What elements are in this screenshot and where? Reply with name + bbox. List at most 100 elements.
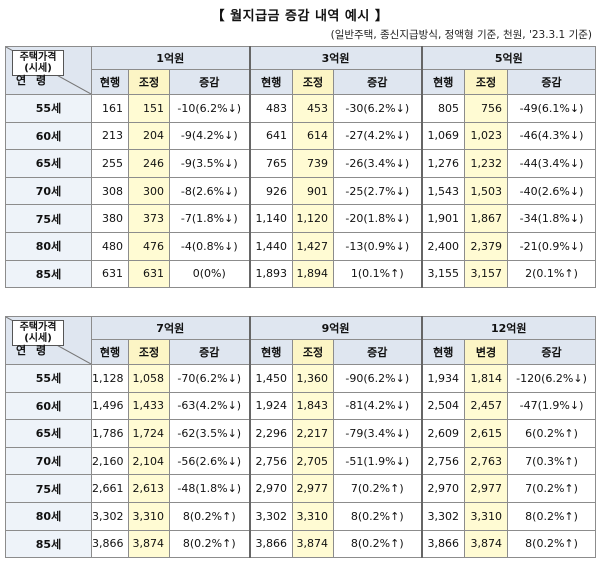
table-row: 60세 1,496 1,433 -63(4.2%↓) 1,924 1,843 -81(4.2… (5, 391, 597, 421)
table-row: 65세 255 246 -9(3.5%↓) 765 739 -26(3.4%↓) 1,276 1… (5, 149, 597, 178)
current-value-cell: 483 (248, 94, 294, 123)
column-header: 증감 (507, 69, 597, 95)
change-cell: -48(1.8%↓) (168, 474, 251, 503)
current-value-cell: 2,970 (248, 474, 294, 503)
table-row: 65세 1,786 1,724 -62(3.5%↓) 2,296 2,217 -79(3.4… (5, 419, 597, 448)
payment-table-1: 주택가격 (시세) 연 령 1억원 3억원 5억원 현행 조정 증감 현행 조정 증감 현행 조정 증감 55… (5, 46, 597, 289)
change-cell: -9(4.2%↓) (168, 121, 251, 151)
price-label-box: 주택가격 (시세) (12, 50, 64, 76)
adjusted-value-cell: 1,120 (292, 204, 335, 233)
adjusted-value-cell: 2,763 (464, 446, 509, 476)
adjusted-value-cell: 2,977 (464, 474, 509, 503)
age-cell: 85세 (5, 259, 92, 289)
change-cell: -30(6.2%↓) (333, 94, 423, 123)
change-cell: 2(0.1%↑) (507, 259, 597, 289)
current-value-cell: 2,400 (420, 231, 466, 261)
change-cell: -34(1.8%↓) (507, 204, 597, 233)
current-value-cell: 1,934 (420, 364, 466, 393)
adjusted-value-cell: 2,104 (128, 446, 170, 476)
change-cell: 7(0.2%↑) (333, 474, 423, 503)
price-label-box: 주택가격 (시세) (12, 320, 64, 346)
current-value-cell: 380 (91, 204, 129, 233)
current-value-cell: 2,756 (248, 446, 294, 476)
current-value-cell: 1,901 (420, 204, 466, 233)
adjusted-value-cell: 1,894 (292, 259, 335, 289)
group-header: 5억원 (420, 46, 597, 70)
price-label: 주택가격 (19, 322, 57, 333)
current-value-cell: 3,302 (91, 501, 129, 531)
age-cell: 80세 (5, 231, 92, 261)
adjusted-value-cell: 901 (292, 176, 335, 206)
column-header: 조정 (128, 69, 170, 95)
age-cell: 75세 (5, 474, 92, 503)
table-row: 85세 3,866 3,874 8(0.2%↑) 3,866 3,874 8(0.2%↑) 3… (5, 529, 597, 559)
adjusted-value-cell: 3,874 (128, 529, 170, 559)
adjusted-value-cell: 614 (292, 121, 335, 151)
change-cell: -46(4.3%↓) (507, 121, 597, 151)
adjusted-value-cell: 1,814 (464, 364, 509, 393)
current-value-cell: 1,128 (91, 364, 129, 393)
change-cell: -51(1.9%↓) (333, 446, 423, 476)
current-value-cell: 1,440 (248, 231, 294, 261)
adjusted-value-cell: 3,157 (464, 259, 509, 289)
price-label: 주택가격 (19, 52, 57, 63)
table-row: 80세 480 476 -4(0.8%↓) 1,440 1,427 -13(0.9%↓) 2,… (5, 231, 597, 261)
change-cell: -20(1.8%↓) (333, 204, 423, 233)
adjusted-value-cell: 1,867 (464, 204, 509, 233)
age-cell: 70세 (5, 446, 92, 476)
current-value-cell: 1,450 (248, 364, 294, 393)
age-label: 연 령 (16, 344, 50, 357)
current-value-cell: 1,786 (91, 419, 129, 448)
adjusted-value-cell: 1,427 (292, 231, 335, 261)
current-value-cell: 3,866 (248, 529, 294, 559)
group-header: 1억원 (90, 46, 251, 70)
adjusted-value-cell: 3,310 (464, 501, 509, 531)
column-header: 증감 (333, 339, 423, 365)
table-row: 85세 631 631 0(0%) 1,893 1,894 1(0.1%↑) 3,155 3,1… (5, 259, 597, 289)
change-cell: 7(0.3%↑) (507, 446, 597, 476)
adjusted-value-cell: 204 (128, 121, 170, 151)
adjusted-value-cell: 2,615 (464, 419, 509, 448)
column-header: 현행 (420, 339, 466, 365)
adjusted-value-cell: 2,217 (292, 419, 335, 448)
price-label-sub: (시세) (24, 63, 52, 74)
current-value-cell: 805 (420, 94, 466, 123)
adjusted-value-cell: 1,724 (128, 419, 170, 448)
age-cell: 70세 (5, 176, 92, 206)
change-cell: -90(6.2%↓) (333, 364, 423, 393)
adjusted-value-cell: 453 (292, 94, 335, 123)
current-value-cell: 3,302 (420, 501, 466, 531)
column-header: 증감 (168, 69, 251, 95)
adjusted-value-cell: 2,379 (464, 231, 509, 261)
adjusted-value-cell: 1,433 (128, 391, 170, 421)
change-cell: -81(4.2%↓) (333, 391, 423, 421)
current-value-cell: 641 (248, 121, 294, 151)
age-cell: 60세 (5, 391, 92, 421)
change-cell: -13(0.9%↓) (333, 231, 423, 261)
adjusted-value-cell: 300 (128, 176, 170, 206)
current-value-cell: 2,160 (91, 446, 129, 476)
column-header: 현행 (91, 69, 129, 95)
adjusted-value-cell: 373 (128, 204, 170, 233)
change-cell: -79(3.4%↓) (333, 419, 423, 448)
change-cell: 8(0.2%↑) (168, 501, 251, 531)
current-value-cell: 213 (91, 121, 129, 151)
change-cell: 7(0.2%↑) (507, 474, 597, 503)
change-cell: 8(0.2%↑) (507, 529, 597, 559)
current-value-cell: 3,866 (420, 529, 466, 559)
adjusted-value-cell: 3,310 (128, 501, 170, 531)
current-value-cell: 480 (91, 231, 129, 261)
column-header: 현행 (248, 339, 294, 365)
group-header: 9억원 (248, 316, 423, 340)
change-cell: -44(3.4%↓) (507, 149, 597, 178)
corner-header: 주택가격 (시세) 연 령 (5, 316, 92, 365)
group-header: 12억원 (420, 316, 597, 340)
adjusted-value-cell: 739 (292, 149, 335, 178)
adjusted-value-cell: 476 (128, 231, 170, 261)
current-value-cell: 161 (91, 94, 129, 123)
adjusted-value-cell: 1,058 (128, 364, 170, 393)
adjusted-value-cell: 631 (128, 259, 170, 289)
change-cell: -49(6.1%↓) (507, 94, 597, 123)
change-cell: -120(6.2%↓) (507, 364, 597, 393)
current-value-cell: 1,893 (248, 259, 294, 289)
